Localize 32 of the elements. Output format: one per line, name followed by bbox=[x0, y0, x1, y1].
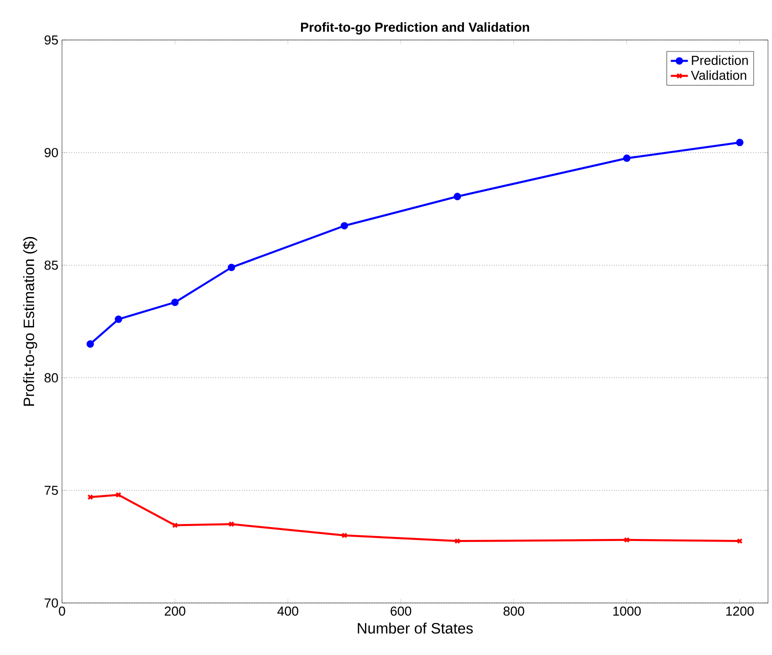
legend-label: Prediction bbox=[692, 55, 748, 65]
point bbox=[624, 537, 630, 543]
y-tick-label: 75 bbox=[44, 486, 58, 495]
x-tick-label: 1000 bbox=[613, 606, 641, 616]
y-axis-title: Profit-to-go Estimation ($) bbox=[22, 237, 38, 406]
x-tick-label: 400 bbox=[277, 606, 298, 616]
point bbox=[228, 521, 234, 528]
point bbox=[86, 340, 94, 348]
point bbox=[114, 316, 122, 323]
x-tick-label: 200 bbox=[164, 606, 186, 616]
y-tick-label: 70 bbox=[44, 598, 58, 608]
x-tick-label: 1200 bbox=[726, 606, 754, 616]
point bbox=[623, 154, 630, 162]
point bbox=[454, 538, 460, 544]
chart-title: Profit-to-go Prediction and Validation bbox=[301, 22, 530, 34]
legend-label: Validation bbox=[690, 70, 746, 80]
x-axis-title: Number of States bbox=[358, 622, 473, 634]
y-tick-label: 85 bbox=[44, 260, 58, 270]
y-tick-label: 95 bbox=[44, 35, 58, 45]
x-tick-label: 600 bbox=[390, 606, 412, 616]
point bbox=[736, 138, 744, 146]
x-tick-label: 0 bbox=[58, 606, 66, 616]
y-tick-label: 90 bbox=[44, 148, 58, 158]
y-tick-label: 80 bbox=[44, 373, 58, 382]
x-tick-label: 800 bbox=[504, 606, 524, 616]
point bbox=[116, 492, 122, 498]
point bbox=[342, 532, 348, 538]
point bbox=[340, 222, 348, 230]
point bbox=[172, 522, 178, 528]
point bbox=[454, 192, 462, 200]
point bbox=[228, 264, 236, 272]
point bbox=[171, 298, 179, 306]
